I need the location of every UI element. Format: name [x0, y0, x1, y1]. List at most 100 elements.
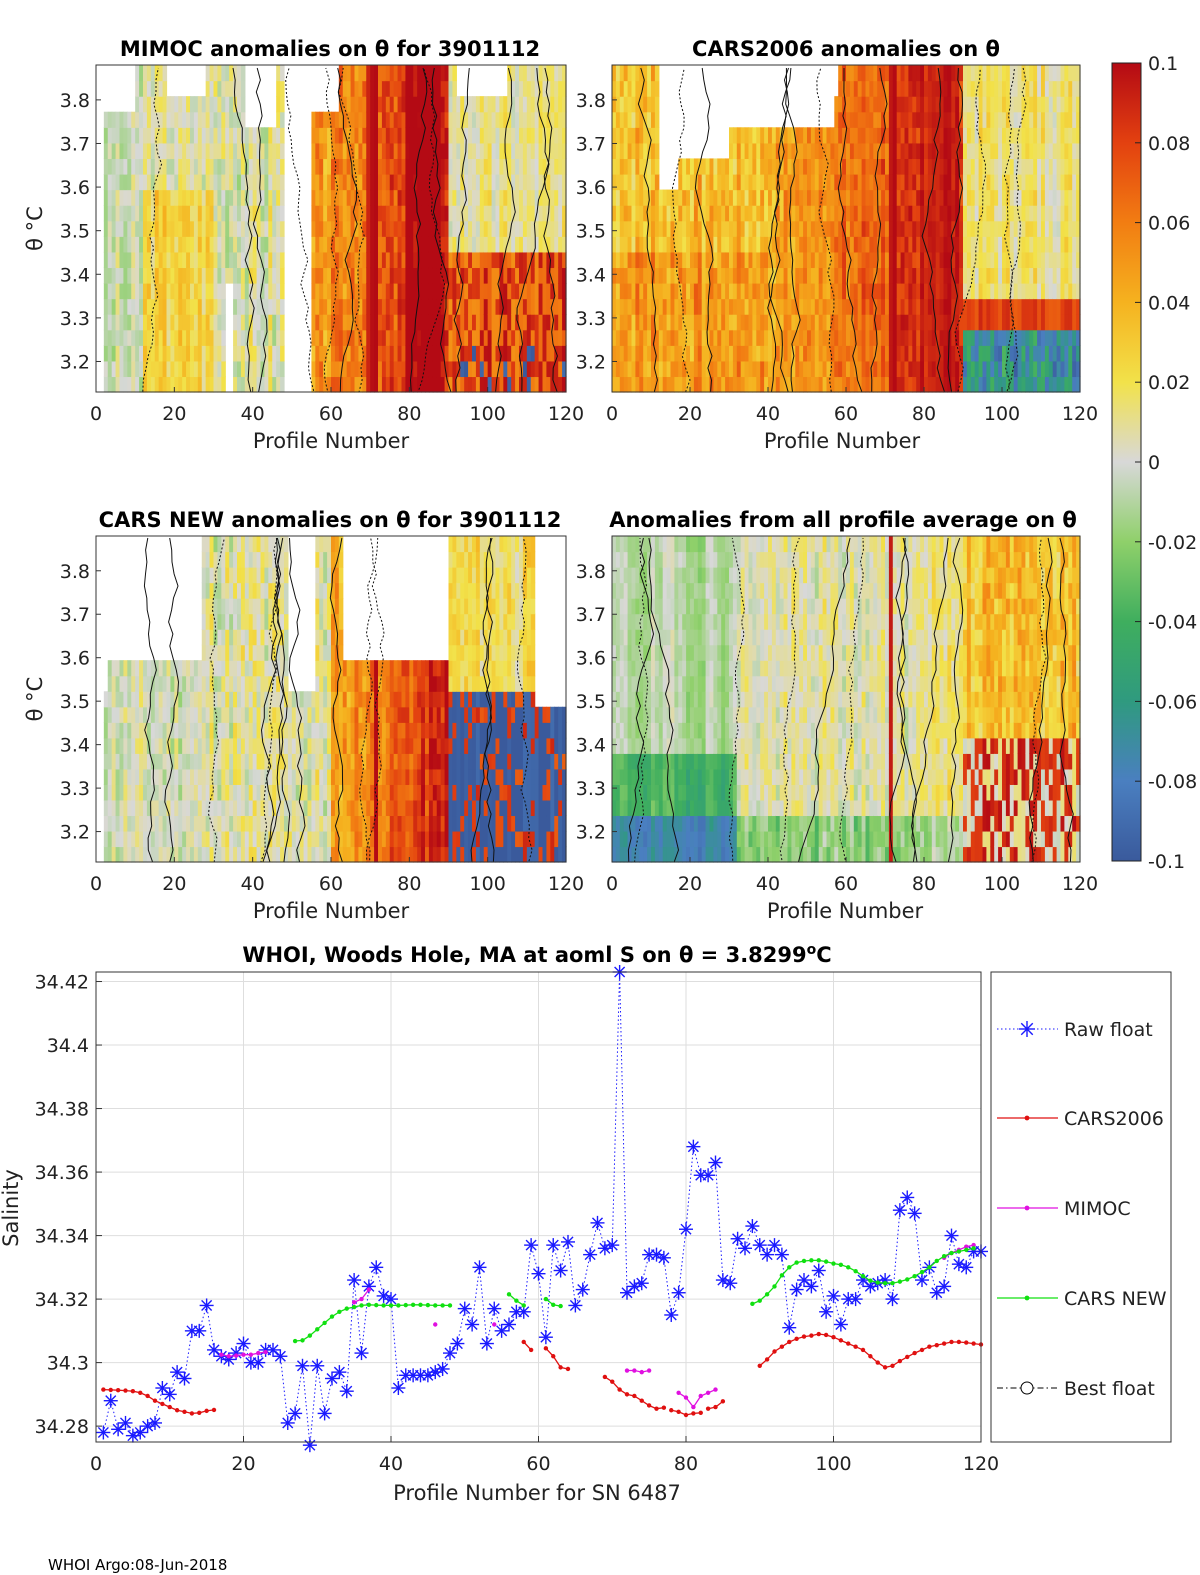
- heatmap-cell: [186, 314, 191, 331]
- heatmap-cell: [378, 127, 383, 144]
- heatmap-cell: [978, 189, 984, 206]
- heatmap-cell: [1056, 220, 1062, 237]
- heatmap-cell: [350, 376, 356, 393]
- heatmap-cell: [186, 220, 191, 237]
- heatmap-cell: [385, 267, 391, 284]
- heatmap-cell: [764, 158, 769, 175]
- heatmap-cell: [240, 158, 246, 175]
- heatmap-cell: [612, 220, 617, 237]
- heatmap-cell: [240, 251, 246, 269]
- heatmap-cell: [217, 267, 222, 284]
- heatmap-cell: [853, 205, 859, 222]
- heatmap-cell: [1048, 298, 1054, 315]
- heatmap-cell: [643, 376, 648, 393]
- heatmap-cell: [483, 298, 489, 315]
- heatmap-cell: [787, 236, 792, 253]
- heatmap-cell: [158, 722, 164, 739]
- heatmap-cell: [331, 127, 336, 144]
- heatmap-cell: [272, 314, 277, 331]
- heatmap-cell: [413, 251, 418, 269]
- heatmap-cell: [1068, 65, 1073, 82]
- heatmap-cell: [639, 142, 644, 160]
- heatmap-cell: [924, 205, 929, 222]
- heatmap-cell: [721, 205, 726, 222]
- heatmap-cell: [1017, 174, 1023, 191]
- heatmap-cell: [205, 345, 211, 362]
- heatmap-cell: [511, 96, 516, 113]
- heatmap-cell: [385, 360, 391, 378]
- heatmap-cell: [503, 314, 508, 331]
- heatmap-cell: [311, 189, 316, 206]
- heatmap-cell: [1009, 360, 1015, 378]
- heatmap-cell: [900, 80, 906, 97]
- heatmap-cell: [697, 298, 703, 315]
- heatmap-cell: [417, 205, 422, 222]
- heatmap-cell: [468, 298, 473, 315]
- heatmap-cell: [768, 189, 773, 206]
- heatmap-cell: [947, 220, 952, 237]
- heatmap-cell: [233, 220, 238, 237]
- heatmap-cell: [111, 722, 117, 739]
- heatmap-cell: [990, 142, 995, 160]
- heatmap-cell: [421, 158, 426, 175]
- heatmap-cell: [150, 660, 156, 677]
- heatmap-cell: [1044, 111, 1050, 128]
- heatmap-cell: [472, 127, 477, 144]
- heatmap-cell: [1048, 314, 1054, 331]
- heatmap-cell: [888, 298, 894, 315]
- heatmap-cell: [166, 345, 172, 362]
- heatmap-cell: [814, 376, 820, 393]
- heatmap-cell: [682, 236, 687, 253]
- heatmap-cell: [690, 189, 695, 206]
- heatmap-cell: [440, 65, 446, 82]
- heatmap-cell: [143, 691, 148, 708]
- heatmap-cell: [374, 236, 379, 253]
- heatmap-cell: [752, 376, 757, 393]
- heatmap-cell: [830, 220, 835, 237]
- heatmap-cell: [150, 220, 156, 237]
- heatmap-cell: [530, 80, 536, 97]
- heatmap-cell: [182, 360, 187, 378]
- heatmap-cell: [417, 298, 422, 315]
- heatmap-cell: [1064, 127, 1069, 144]
- heatmap-cell: [538, 80, 544, 97]
- heatmap-cell: [994, 174, 999, 191]
- heatmap-cell: [444, 345, 450, 362]
- heatmap-cell: [225, 251, 230, 269]
- heatmap-cell: [166, 706, 172, 723]
- heatmap-cell: [319, 267, 324, 284]
- heatmap-cell: [1029, 376, 1034, 393]
- heatmap-cell: [370, 111, 375, 128]
- heatmap-cell: [1005, 205, 1011, 222]
- heatmap-cell: [522, 236, 528, 253]
- heatmap-cell: [111, 205, 117, 222]
- heatmap-cell: [1048, 80, 1054, 97]
- heatmap-cell: [154, 283, 160, 300]
- heatmap-cell: [849, 329, 855, 346]
- heatmap-cell: [197, 283, 203, 300]
- heatmap-cell: [472, 236, 477, 253]
- heatmap-cell: [924, 236, 929, 253]
- heatmap-cell: [495, 189, 501, 206]
- heatmap-cell: [1060, 345, 1065, 362]
- heatmap-cell: [986, 236, 991, 253]
- heatmap-cell: [276, 65, 281, 82]
- x-tick-label: 60: [834, 403, 858, 425]
- heatmap-cell: [209, 189, 215, 206]
- heatmap-cell: [885, 189, 890, 206]
- heatmap-cell: [615, 360, 621, 378]
- heatmap-cell: [515, 127, 520, 144]
- heatmap-cell: [103, 251, 109, 269]
- heatmap-cell: [338, 298, 344, 315]
- heatmap-cell: [495, 174, 501, 191]
- heatmap-cell: [499, 267, 504, 284]
- heatmap-cell: [280, 298, 285, 315]
- heatmap-cell: [123, 737, 128, 754]
- heatmap-cell: [924, 158, 929, 175]
- heatmap-cell: [150, 314, 156, 331]
- heatmap-cell: [170, 111, 175, 128]
- heatmap-cell: [697, 329, 703, 346]
- heatmap-cell: [990, 345, 995, 362]
- heatmap-cell: [264, 329, 269, 346]
- heatmap-cell: [732, 314, 738, 331]
